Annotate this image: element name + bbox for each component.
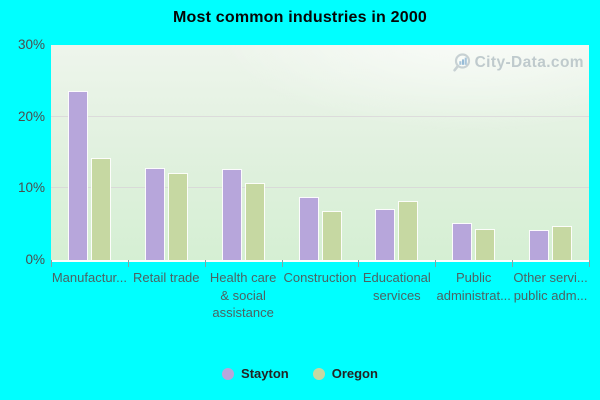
bar-oregon-5 [475, 229, 496, 260]
legend-item-stayton: Stayton [222, 366, 289, 381]
bar-oregon-0 [90, 157, 111, 260]
bar-oregon-1 [167, 172, 188, 260]
bar-oregon-3 [321, 211, 342, 260]
legend-swatch-stayton [222, 367, 235, 380]
x-axis-tick [204, 260, 206, 267]
bar-oregon-6 [552, 225, 573, 260]
y-axis-label-10%: 10% [17, 180, 45, 196]
bar-stayton-4 [375, 209, 396, 260]
x-axis-label-Manufactur...: Manufactur... [51, 270, 127, 285]
bar-stayton-3 [298, 196, 319, 260]
legend-swatch-oregon [312, 367, 325, 380]
legend-label-stayton: Stayton [241, 366, 289, 381]
watermark-text: City-Data.com [474, 53, 584, 71]
x-axis-tick [281, 260, 283, 267]
y-axis-label-0%: 0% [25, 252, 45, 267]
watermark: City-Data.com [451, 52, 584, 73]
bar-stayton-1 [144, 168, 165, 260]
bar-stayton-2 [221, 168, 242, 260]
gridline-20 [51, 115, 589, 117]
y-axis-label-20%: 20% [17, 108, 45, 124]
x-axis-tick [589, 260, 590, 267]
plot-area: City-Data.com [51, 45, 589, 262]
bar-oregon-4 [398, 200, 419, 260]
legend-label-oregon: Oregon [331, 366, 378, 381]
x-axis-label-Public administrat...: Public administrat... [436, 270, 511, 303]
bar-stayton-6 [529, 229, 550, 260]
x-axis-tick [51, 260, 52, 267]
chart-title: Most common industries in 2000 [172, 9, 428, 26]
x-axis-label-Other servi... public adm...: Other servi... public adm... [513, 270, 588, 303]
y-axis-label-30%: 30% [17, 37, 45, 52]
x-axis-tick [435, 260, 437, 267]
city-data-logo-icon [452, 53, 470, 72]
gridline-10 [51, 187, 589, 189]
bar-stayton-0 [67, 90, 88, 260]
legend: Stayton Oregon [0, 366, 600, 381]
x-axis-tick [512, 260, 514, 267]
bar-oregon-2 [244, 183, 265, 260]
x-axis-tick [127, 260, 129, 267]
legend-item-oregon: Oregon [312, 366, 378, 381]
x-axis-label-Construction: Construction [283, 270, 357, 285]
x-axis-label-Educational services: Educational services [362, 270, 431, 303]
x-axis-label-Health care & social assistance: Health care & social assistance [209, 270, 277, 320]
bar-stayton-5 [452, 223, 473, 260]
x-axis-label-Retail trade: Retail trade [133, 270, 200, 285]
x-axis-tick [358, 260, 360, 267]
